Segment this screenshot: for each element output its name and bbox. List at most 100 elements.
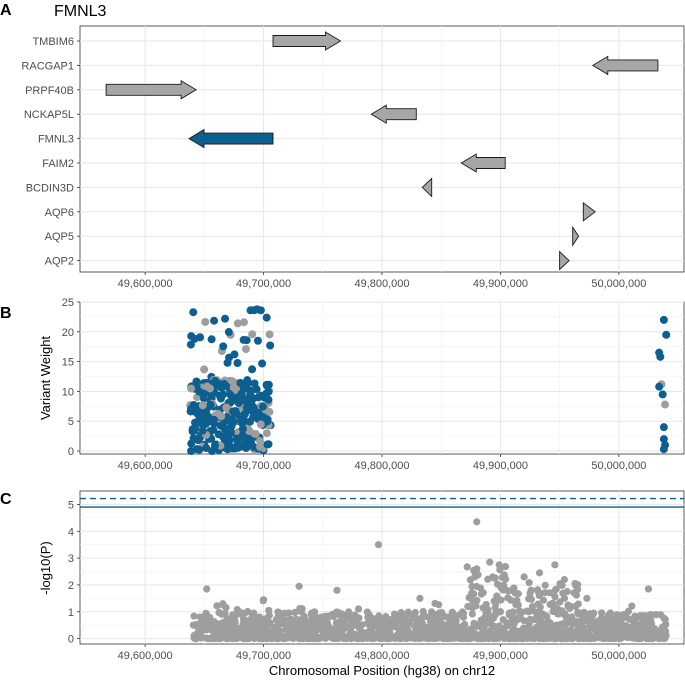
pvalue-point bbox=[526, 615, 534, 623]
variant-point bbox=[243, 376, 252, 385]
variant-point bbox=[233, 319, 242, 328]
panel-a-x-tick-label: 49,700,000 bbox=[236, 278, 291, 290]
pvalue-point bbox=[286, 615, 294, 623]
panel-b-y-tick-label: 25 bbox=[62, 297, 74, 309]
pvalue-point bbox=[523, 629, 531, 637]
pvalue-point bbox=[229, 628, 238, 636]
variant-point bbox=[245, 398, 254, 407]
pvalue-point bbox=[201, 618, 209, 626]
panel-b-y-tick-label: 0 bbox=[68, 446, 74, 458]
variant-point bbox=[210, 316, 219, 325]
pvalue-point bbox=[479, 589, 487, 597]
pvalue-point bbox=[354, 605, 363, 613]
pvalue-point bbox=[560, 594, 569, 602]
pvalue-point bbox=[235, 628, 243, 637]
pvalue-point bbox=[643, 623, 651, 631]
variant-point bbox=[202, 382, 211, 391]
pvalue-point bbox=[215, 631, 224, 640]
pvalue-point bbox=[411, 634, 419, 642]
pvalue-point bbox=[590, 609, 598, 617]
pvalue-point bbox=[485, 632, 493, 641]
pvalue-point bbox=[586, 621, 594, 629]
pvalue-point bbox=[564, 601, 572, 609]
gene-label: FAIM2 bbox=[42, 158, 74, 170]
pvalue-point bbox=[261, 634, 270, 643]
pvalue-point bbox=[203, 585, 211, 593]
variant-point bbox=[233, 358, 242, 367]
variant-point bbox=[239, 318, 248, 327]
panel-b-ylabel: Variant Weight bbox=[38, 336, 53, 420]
pvalue-point bbox=[209, 623, 217, 631]
pvalue-point bbox=[595, 623, 603, 632]
pvalue-point bbox=[551, 561, 559, 569]
pvalue-point bbox=[468, 610, 476, 618]
pvalue-point bbox=[405, 634, 413, 642]
pvalue-point bbox=[552, 585, 560, 593]
variant-point bbox=[228, 444, 237, 453]
pvalue-point bbox=[472, 602, 480, 610]
variant-point bbox=[248, 330, 257, 339]
pvalue-point bbox=[560, 575, 568, 584]
pvalue-point bbox=[473, 565, 481, 573]
pvalue-point bbox=[221, 634, 229, 642]
pvalue-point bbox=[397, 627, 405, 635]
variant-point bbox=[214, 430, 223, 439]
variant-point bbox=[240, 433, 249, 442]
variant-point bbox=[189, 308, 198, 317]
variant-point bbox=[230, 350, 239, 359]
variant-point bbox=[265, 407, 274, 416]
variant-point bbox=[206, 400, 215, 409]
variant-point bbox=[229, 407, 238, 416]
pvalue-point bbox=[525, 579, 533, 587]
pvalue-point bbox=[344, 612, 352, 620]
gene-label: AQP2 bbox=[45, 256, 74, 268]
pvalue-point bbox=[377, 634, 385, 642]
pvalue-point bbox=[511, 614, 519, 622]
pvalue-point bbox=[492, 609, 500, 617]
pvalue-point bbox=[487, 620, 495, 628]
pvalue-point bbox=[190, 612, 198, 620]
variant-point bbox=[260, 393, 269, 402]
pvalue-point bbox=[435, 601, 443, 609]
variant-point bbox=[264, 440, 273, 449]
variant-point bbox=[189, 434, 198, 443]
variant-point bbox=[240, 383, 249, 392]
variant-point bbox=[656, 352, 665, 361]
variant-point bbox=[219, 390, 228, 399]
variant-point bbox=[190, 334, 199, 343]
panel-c-x-tick-label: 49,600,000 bbox=[118, 650, 173, 662]
variant-point bbox=[234, 399, 243, 408]
pvalue-point bbox=[491, 604, 499, 612]
pvalue-point bbox=[222, 603, 230, 612]
variant-point bbox=[191, 424, 200, 433]
pvalue-point bbox=[489, 573, 497, 581]
variant-point bbox=[237, 389, 246, 398]
variant-point bbox=[265, 330, 274, 339]
pvalue-point bbox=[448, 608, 456, 616]
pvalue-point bbox=[434, 621, 442, 629]
pvalue-point bbox=[416, 594, 424, 602]
pvalue-point bbox=[452, 626, 460, 634]
pvalue-point bbox=[399, 632, 407, 640]
variant-point bbox=[256, 306, 265, 315]
gene-arrow-racgap1 bbox=[591, 55, 659, 76]
pvalue-point bbox=[311, 611, 319, 619]
variant-point bbox=[198, 401, 207, 410]
pvalue-point bbox=[382, 612, 390, 621]
variant-point bbox=[198, 426, 207, 435]
pvalue-point bbox=[568, 613, 576, 621]
pvalue-point bbox=[244, 607, 252, 616]
pvalue-point bbox=[293, 629, 301, 638]
pvalue-point bbox=[597, 609, 606, 617]
pvalue-point bbox=[231, 618, 239, 626]
gene-label: AQP5 bbox=[45, 231, 74, 243]
pvalue-point bbox=[480, 618, 488, 626]
panel-c-y-tick-label: 3 bbox=[68, 553, 74, 565]
panel-a-x-tick-label: 49,600,000 bbox=[118, 278, 173, 290]
pvalue-point bbox=[428, 634, 436, 642]
pvalue-point bbox=[624, 631, 632, 639]
variant-point bbox=[210, 441, 219, 450]
pvalue-point bbox=[549, 599, 557, 607]
variant-point bbox=[202, 444, 211, 453]
